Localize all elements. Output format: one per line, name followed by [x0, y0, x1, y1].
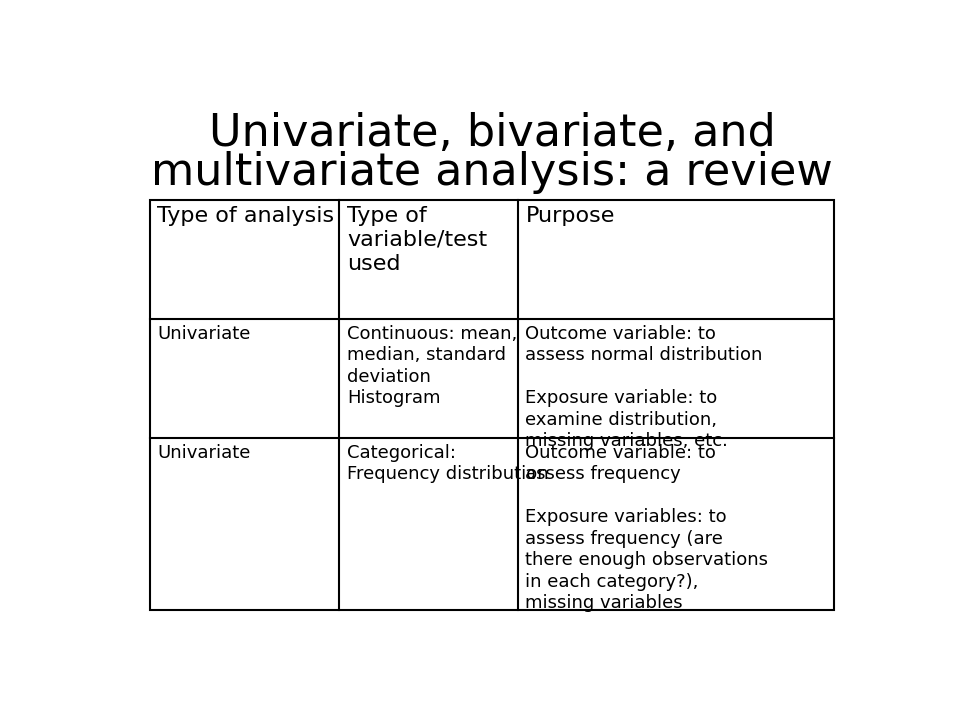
Text: Univariate: Univariate: [157, 444, 251, 462]
Text: Outcome variable: to
assess normal distribution

Exposure variable: to
examine d: Outcome variable: to assess normal distr…: [525, 325, 763, 450]
Text: Univariate, bivariate, and: Univariate, bivariate, and: [208, 112, 776, 155]
Bar: [150, 200, 834, 611]
Text: Type of
variable/test
used: Type of variable/test used: [347, 206, 487, 274]
Text: multivariate analysis: a review: multivariate analysis: a review: [151, 150, 833, 194]
Text: Continuous: mean,
median, standard
deviation
Histogram: Continuous: mean, median, standard devia…: [347, 325, 517, 408]
Text: Categorical:
Frequency distribution: Categorical: Frequency distribution: [347, 444, 548, 484]
Text: Outcome variable: to
assess frequency

Exposure variables: to
assess frequency (: Outcome variable: to assess frequency Ex…: [525, 444, 768, 613]
Text: Purpose: Purpose: [525, 206, 614, 225]
Text: Type of analysis: Type of analysis: [157, 206, 334, 225]
Text: Univariate: Univariate: [157, 325, 251, 343]
